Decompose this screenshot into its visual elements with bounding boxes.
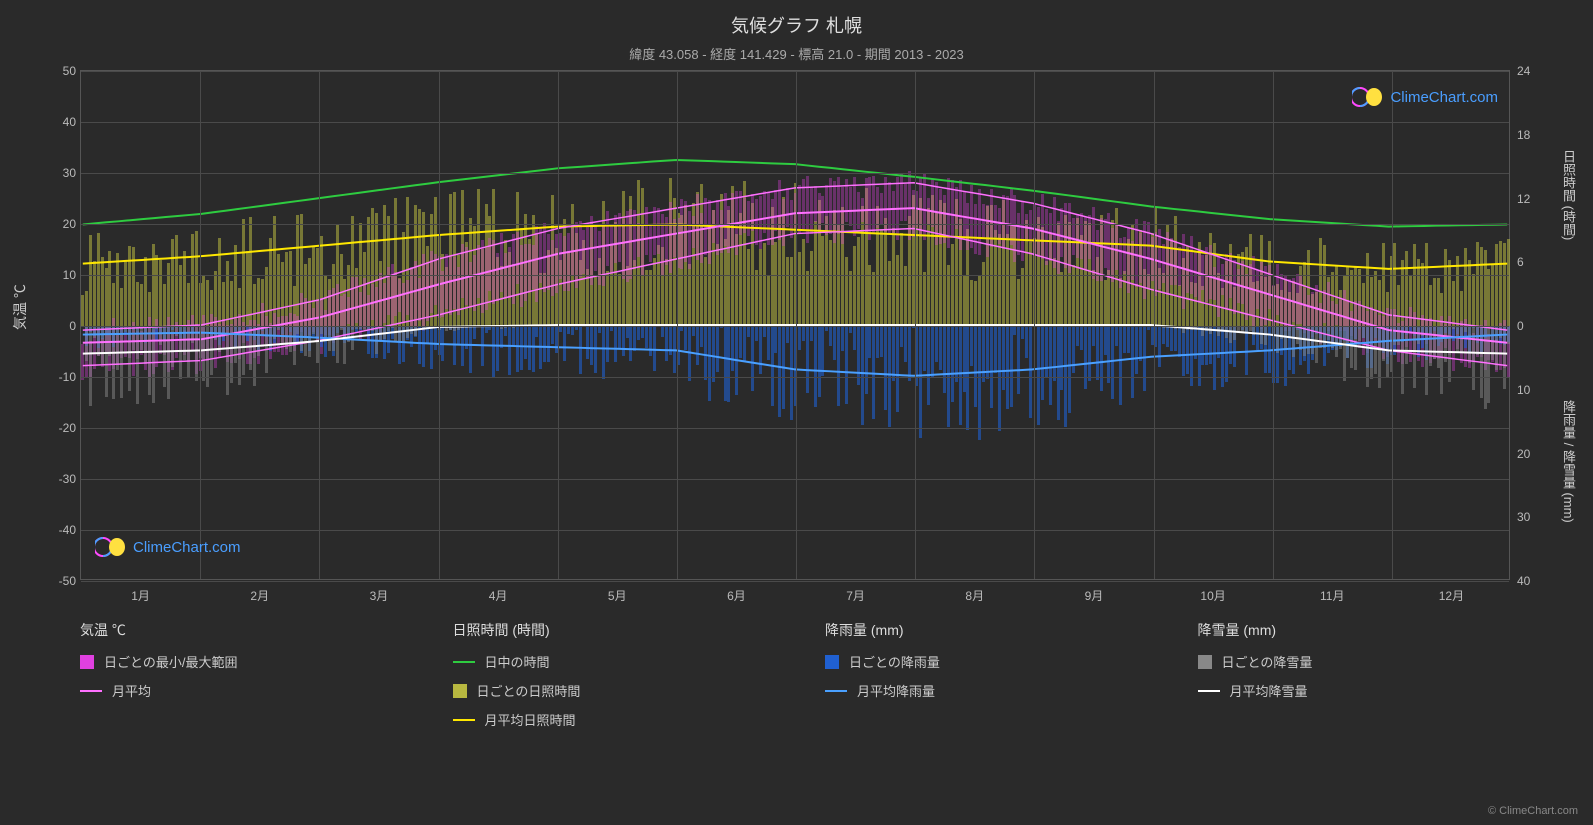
- x-tick: 8月: [965, 587, 984, 604]
- watermark-logo-icon: [95, 535, 127, 559]
- legend-header: 降雪量 (mm): [1198, 620, 1511, 640]
- y-right-tick: 10: [1517, 383, 1547, 397]
- legend-header: 気温 ℃: [80, 620, 393, 640]
- plot-area: 50403020100-10-20-30-40-5024181260102030…: [80, 70, 1510, 580]
- chart-title: 気候グラフ 札幌: [0, 0, 1593, 38]
- legend-item: 月平均: [80, 681, 393, 700]
- y-left-tick: 30: [36, 166, 76, 180]
- legend-column: 降雪量 (mm) 日ごとの降雪量月平均降雪量: [1198, 620, 1511, 739]
- x-tick: 3月: [370, 587, 389, 604]
- y-left-tick: -40: [36, 523, 76, 537]
- chart-subtitle: 緯度 43.058 - 経度 141.429 - 標高 21.0 - 期間 20…: [0, 38, 1593, 63]
- y-right-tick: 24: [1517, 64, 1547, 78]
- x-tick: 10月: [1200, 587, 1225, 604]
- x-tick: 12月: [1439, 587, 1464, 604]
- legend-item: 日ごとの降雨量: [825, 652, 1138, 671]
- legend-swatch: [453, 684, 467, 698]
- y-left-tick: -30: [36, 472, 76, 486]
- legend-swatch: [1198, 655, 1212, 669]
- y-left-tick: -10: [36, 370, 76, 384]
- y-axis-left-title: 気温 ℃: [10, 284, 30, 330]
- legend-label: 日ごとの日照時間: [477, 681, 581, 700]
- y-right-tick: 12: [1517, 192, 1547, 206]
- legend-swatch: [80, 690, 102, 692]
- legend-label: 日中の時間: [485, 652, 550, 671]
- legend-swatch: [825, 690, 847, 692]
- legend-item: 日ごとの降雪量: [1198, 652, 1511, 671]
- climate-chart: 気候グラフ 札幌 緯度 43.058 - 経度 141.429 - 標高 21.…: [0, 0, 1593, 825]
- legend-swatch: [80, 655, 94, 669]
- legend-label: 日ごとの降雨量: [849, 652, 940, 671]
- x-tick: 6月: [727, 587, 746, 604]
- legend-label: 月平均: [112, 681, 151, 700]
- y-left-tick: 10: [36, 268, 76, 282]
- x-tick: 7月: [846, 587, 865, 604]
- legend-swatch: [453, 719, 475, 721]
- watermark-top: ClimeChart.com: [1352, 85, 1498, 109]
- x-tick: 5月: [608, 587, 627, 604]
- y-axis-right-top-title: 日照時間 (時間): [1559, 150, 1578, 240]
- legend-item: 月平均降雪量: [1198, 681, 1511, 700]
- y-right-tick: 18: [1517, 128, 1547, 142]
- y-left-tick: 20: [36, 217, 76, 231]
- legend-label: 月平均日照時間: [485, 710, 576, 729]
- y-right-tick: 40: [1517, 574, 1547, 588]
- legend-item: 日中の時間: [453, 652, 766, 671]
- legend-label: 月平均降雨量: [857, 681, 935, 700]
- legend-column: 気温 ℃ 日ごとの最小/最大範囲月平均: [80, 620, 393, 739]
- x-tick: 4月: [489, 587, 508, 604]
- legend: 気温 ℃ 日ごとの最小/最大範囲月平均 日照時間 (時間) 日中の時間日ごとの日照時間…: [80, 620, 1510, 739]
- copyright: © ClimeChart.com: [1488, 805, 1578, 817]
- legend-label: 日ごとの最小/最大範囲: [104, 652, 237, 671]
- y-right-tick: 30: [1517, 510, 1547, 524]
- legend-header: 降雨量 (mm): [825, 620, 1138, 640]
- legend-item: 月平均日照時間: [453, 710, 766, 729]
- x-tick: 9月: [1085, 587, 1104, 604]
- legend-column: 降雨量 (mm) 日ごとの降雨量月平均降雨量: [825, 620, 1138, 739]
- legend-swatch: [453, 661, 475, 663]
- y-left-tick: -50: [36, 574, 76, 588]
- y-right-tick: 20: [1517, 447, 1547, 461]
- y-axis-right-bot-title: 降雨量 / 降雪量 (mm): [1559, 400, 1578, 523]
- bars-layer: [81, 71, 1509, 579]
- legend-item: 日ごとの最小/最大範囲: [80, 652, 393, 671]
- legend-item: 月平均降雨量: [825, 681, 1138, 700]
- watermark-text: ClimeChart.com: [1390, 89, 1498, 106]
- x-tick: 11月: [1320, 587, 1344, 604]
- legend-header: 日照時間 (時間): [453, 620, 766, 640]
- watermark-text: ClimeChart.com: [133, 539, 241, 556]
- legend-label: 月平均降雪量: [1230, 681, 1308, 700]
- y-left-tick: -20: [36, 421, 76, 435]
- watermark-logo-icon: [1352, 85, 1384, 109]
- legend-swatch: [825, 655, 839, 669]
- y-right-tick: 6: [1517, 255, 1547, 269]
- y-left-tick: 40: [36, 115, 76, 129]
- watermark-bottom: ClimeChart.com: [95, 535, 241, 559]
- y-right-tick: 0: [1517, 319, 1547, 333]
- legend-column: 日照時間 (時間) 日中の時間日ごとの日照時間月平均日照時間: [453, 620, 766, 739]
- legend-swatch: [1198, 690, 1220, 692]
- x-tick: 2月: [250, 587, 269, 604]
- legend-label: 日ごとの降雪量: [1222, 652, 1313, 671]
- y-left-tick: 50: [36, 64, 76, 78]
- x-tick: 1月: [131, 587, 150, 604]
- legend-item: 日ごとの日照時間: [453, 681, 766, 700]
- y-left-tick: 0: [36, 319, 76, 333]
